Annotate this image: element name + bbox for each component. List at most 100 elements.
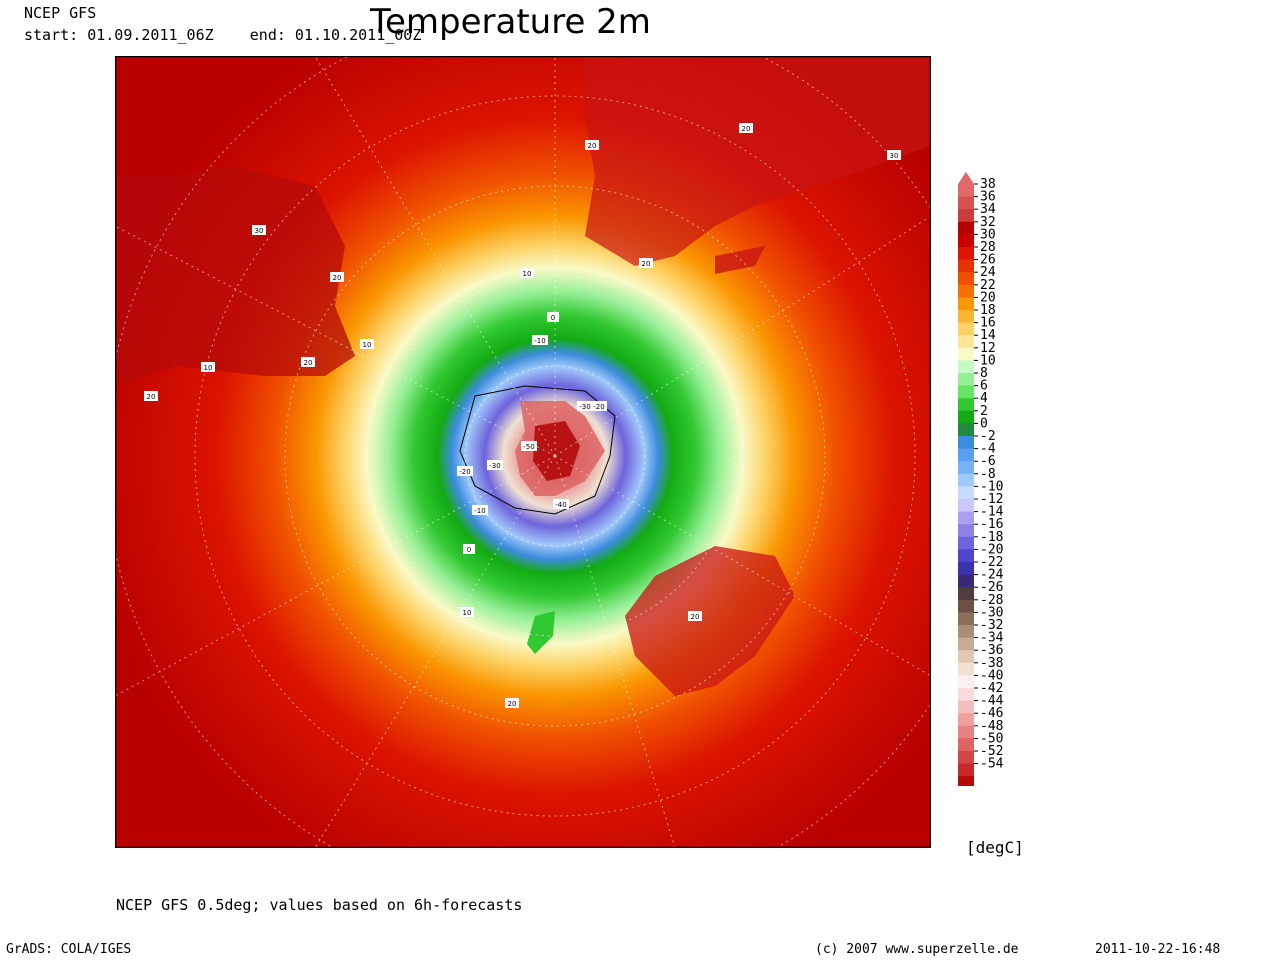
contour-label: 30 bbox=[252, 225, 266, 235]
legend-tick-label: 18 bbox=[980, 303, 996, 318]
legend-swatch bbox=[958, 461, 974, 475]
legend-tick-label: 26 bbox=[980, 253, 996, 268]
svg-text:-20: -20 bbox=[593, 403, 604, 411]
legend-swatch bbox=[958, 184, 974, 198]
legend-swatch bbox=[958, 549, 974, 563]
contour-label: 10 bbox=[201, 362, 215, 372]
legend-tick-label: -48 bbox=[980, 719, 1003, 734]
legend-tick-label: 20 bbox=[980, 290, 996, 305]
legend-swatch bbox=[958, 688, 974, 702]
svg-text:30: 30 bbox=[890, 152, 899, 160]
legend-tick-label: -32 bbox=[980, 618, 1003, 633]
svg-text:-30: -30 bbox=[579, 403, 590, 411]
legend-swatch bbox=[958, 524, 974, 538]
svg-text:-30: -30 bbox=[489, 462, 500, 470]
legend-swatch bbox=[958, 196, 974, 210]
graticule bbox=[115, 56, 931, 848]
legend-swatch bbox=[958, 486, 974, 500]
legend-swatch bbox=[958, 562, 974, 576]
legend-tick-label: -24 bbox=[980, 568, 1004, 583]
svg-text:20: 20 bbox=[508, 700, 517, 708]
legend-swatch bbox=[958, 347, 974, 361]
svg-text:20: 20 bbox=[642, 260, 651, 268]
legend-tick-label: 8 bbox=[980, 366, 988, 381]
legend-tick-label: 14 bbox=[980, 328, 996, 343]
contour-label: 20 bbox=[639, 258, 653, 268]
contour-label: 30 bbox=[887, 150, 901, 160]
legend-unit: [degC] bbox=[966, 838, 1024, 857]
svg-text:10: 10 bbox=[363, 341, 372, 349]
contour-label: -30 bbox=[577, 401, 593, 411]
legend-swatch bbox=[958, 410, 974, 424]
contour-label: 20 bbox=[505, 698, 519, 708]
legend-tick-label: -42 bbox=[980, 681, 1003, 696]
svg-text:10: 10 bbox=[523, 270, 532, 278]
legend-tick-label: -16 bbox=[980, 517, 1003, 532]
africa-land bbox=[585, 56, 931, 266]
legend-swatch bbox=[958, 499, 974, 513]
data-source-note: NCEP GFS 0.5deg; values based on 6h-fore… bbox=[116, 896, 523, 914]
legend-tick-label: -10 bbox=[980, 479, 1003, 494]
color-legend: 38363432302826242220181614121086420-2-4-… bbox=[958, 172, 1004, 786]
svg-text:10: 10 bbox=[204, 364, 213, 372]
legend-swatch bbox=[958, 612, 974, 626]
legend-swatch bbox=[958, 536, 974, 550]
contour-label: -20 bbox=[591, 401, 607, 411]
svg-text:20: 20 bbox=[742, 125, 751, 133]
legend-tick-label: 4 bbox=[980, 391, 988, 406]
contour-label: 20 bbox=[739, 123, 753, 133]
legend-swatch bbox=[958, 763, 974, 777]
legend-swatch bbox=[958, 587, 974, 601]
legend-swatch bbox=[958, 574, 974, 588]
contour-labels: -50 -40 -30 -30 -20 -20 -10 -10 0 0 10 1… bbox=[144, 123, 901, 708]
generated-timestamp: 2011-10-22-16:48 bbox=[1095, 942, 1221, 957]
legend-tick-label: 22 bbox=[980, 278, 996, 293]
svg-text:0: 0 bbox=[467, 546, 471, 554]
legend-swatch bbox=[958, 436, 974, 450]
legend-swatch bbox=[958, 284, 974, 298]
legend-swatch bbox=[958, 335, 974, 349]
svg-text:10: 10 bbox=[463, 609, 472, 617]
legend-swatch bbox=[958, 625, 974, 639]
legend-tick-label: 32 bbox=[980, 215, 996, 230]
legend-swatch bbox=[958, 675, 974, 689]
legend-tick-label: 30 bbox=[980, 227, 996, 242]
legend-swatch bbox=[958, 398, 974, 412]
legend-tick-label: 0 bbox=[980, 416, 988, 431]
contour-label: -30 bbox=[487, 460, 503, 470]
legend-tick-label: 16 bbox=[980, 316, 996, 331]
legend-swatch bbox=[958, 209, 974, 223]
legend-swatch bbox=[958, 448, 974, 462]
svg-text:30: 30 bbox=[255, 227, 264, 235]
contour-label: 20 bbox=[330, 272, 344, 282]
legend-tick-label: -36 bbox=[980, 643, 1003, 658]
antarctica-core bbox=[533, 421, 580, 481]
legend-swatch bbox=[958, 713, 974, 727]
legend-tick-label: -30 bbox=[980, 605, 1003, 620]
model-name: NCEP GFS bbox=[24, 4, 97, 22]
legend-swatch bbox=[958, 776, 974, 786]
legend-tick-label: 38 bbox=[980, 177, 996, 192]
legend-tick-label: 24 bbox=[980, 265, 996, 280]
legend-tick-label: 12 bbox=[980, 341, 996, 356]
legend-tick-label: -46 bbox=[980, 706, 1003, 721]
legend-tick-label: -22 bbox=[980, 555, 1003, 570]
legend-swatch bbox=[958, 272, 974, 286]
australia-land bbox=[625, 546, 795, 696]
legend-swatch bbox=[958, 310, 974, 324]
legend-tick-label: -38 bbox=[980, 656, 1003, 671]
new-zealand-land bbox=[527, 611, 555, 654]
legend-tick-label: -2 bbox=[980, 429, 996, 444]
legend-tick-label: 10 bbox=[980, 353, 996, 368]
legend-tick-label: -40 bbox=[980, 668, 1003, 683]
legend-tick-label: -18 bbox=[980, 530, 1003, 545]
legend-tick-label: 36 bbox=[980, 190, 996, 205]
legend-swatch bbox=[958, 650, 974, 664]
contour-label: 10 bbox=[520, 268, 534, 278]
legend-tick-label: -14 bbox=[980, 505, 1004, 520]
contour-label: 10 bbox=[360, 339, 374, 349]
legend-tick-label: 2 bbox=[980, 404, 988, 419]
legend-max-arrow bbox=[958, 172, 974, 184]
legend-tick-label: 6 bbox=[980, 379, 988, 394]
contour-label: 0 bbox=[547, 312, 559, 322]
